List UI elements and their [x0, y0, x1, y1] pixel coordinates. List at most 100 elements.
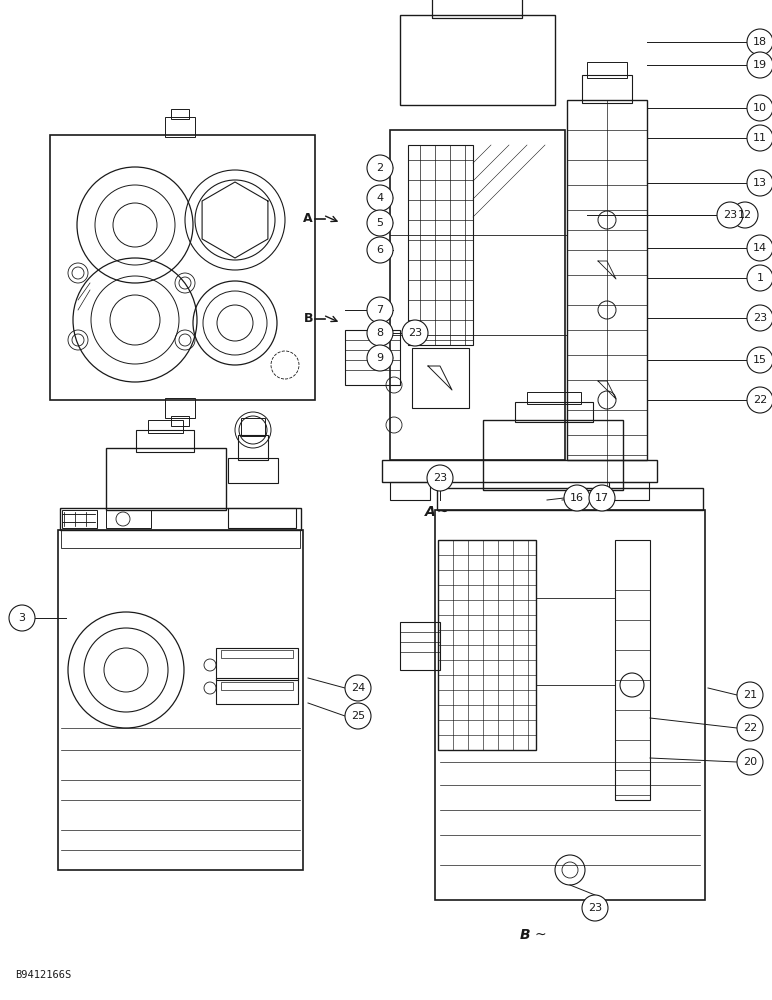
Text: 21: 21 [743, 690, 757, 700]
Circle shape [747, 125, 772, 151]
Bar [60, 508, 301, 530]
Circle shape [367, 320, 393, 346]
Text: 9: 9 [377, 353, 384, 363]
Text: 19: 19 [753, 60, 767, 70]
Bar [400, 15, 555, 105]
Text: 8: 8 [377, 328, 384, 338]
Bar [216, 678, 298, 704]
Text: 7: 7 [377, 305, 384, 315]
Text: A: A [425, 505, 435, 519]
Circle shape [747, 29, 772, 55]
Bar [62, 510, 97, 528]
Circle shape [582, 895, 608, 921]
Bar [171, 416, 189, 426]
Text: 23: 23 [433, 473, 447, 483]
Circle shape [747, 52, 772, 78]
Text: A: A [303, 213, 313, 226]
Text: ~: ~ [534, 928, 546, 942]
Bar [50, 135, 315, 400]
Bar [136, 430, 194, 452]
Text: 17: 17 [595, 493, 609, 503]
Circle shape [732, 202, 758, 228]
Circle shape [747, 95, 772, 121]
Text: 5: 5 [377, 218, 384, 228]
Bar [609, 482, 649, 500]
Text: 15: 15 [753, 355, 767, 365]
Circle shape [747, 387, 772, 413]
Text: 6: 6 [377, 245, 384, 255]
Bar [165, 398, 195, 418]
Bar [390, 130, 565, 460]
Circle shape [564, 485, 590, 511]
Bar [171, 109, 189, 119]
Text: B: B [303, 312, 313, 326]
Bar [432, 0, 522, 18]
Circle shape [345, 675, 371, 701]
Bar [412, 348, 469, 408]
Circle shape [367, 345, 393, 371]
Text: 23: 23 [408, 328, 422, 338]
Bar [390, 482, 430, 500]
Text: 22: 22 [743, 723, 757, 733]
Circle shape [345, 703, 371, 729]
Circle shape [367, 155, 393, 181]
Bar [515, 402, 593, 422]
Bar [241, 418, 265, 436]
Circle shape [367, 297, 393, 323]
Text: 4: 4 [377, 193, 384, 203]
Text: 12: 12 [738, 210, 752, 220]
Text: 23: 23 [753, 313, 767, 323]
Text: 25: 25 [351, 711, 365, 721]
Circle shape [747, 347, 772, 373]
Text: B: B [520, 928, 530, 942]
Text: 18: 18 [753, 37, 767, 47]
Text: 20: 20 [743, 757, 757, 767]
Bar [408, 145, 473, 345]
Bar [58, 530, 303, 870]
Circle shape [367, 237, 393, 263]
Bar [435, 510, 705, 900]
Bar [216, 648, 298, 680]
Text: 2: 2 [377, 163, 384, 173]
Bar [106, 510, 151, 528]
Circle shape [589, 485, 615, 511]
Circle shape [427, 465, 453, 491]
Bar [587, 62, 627, 78]
Bar [437, 488, 703, 510]
Bar [221, 650, 293, 658]
Text: ~: ~ [436, 505, 448, 519]
Text: 3: 3 [19, 613, 25, 623]
Circle shape [367, 210, 393, 236]
Bar [61, 530, 300, 548]
Bar [165, 117, 195, 137]
Bar [438, 540, 536, 750]
Circle shape [737, 682, 763, 708]
Text: 23: 23 [723, 210, 737, 220]
Circle shape [9, 605, 35, 631]
Bar [483, 420, 623, 490]
Text: 13: 13 [753, 178, 767, 188]
Circle shape [747, 265, 772, 291]
Text: 1: 1 [757, 273, 764, 283]
Bar [106, 448, 226, 510]
Bar [228, 508, 296, 528]
Circle shape [717, 202, 743, 228]
Text: 10: 10 [753, 103, 767, 113]
Bar [527, 392, 581, 404]
Bar [148, 420, 183, 433]
Bar [382, 460, 657, 482]
Circle shape [737, 715, 763, 741]
Bar [228, 458, 278, 483]
Bar [567, 100, 647, 460]
Text: 22: 22 [753, 395, 767, 405]
Circle shape [747, 170, 772, 196]
Circle shape [747, 235, 772, 261]
Text: 16: 16 [570, 493, 584, 503]
Bar [345, 330, 400, 385]
Text: 11: 11 [753, 133, 767, 143]
Bar [582, 75, 632, 103]
Text: 24: 24 [351, 683, 365, 693]
Bar [615, 540, 650, 800]
Text: B9412166S: B9412166S [15, 970, 71, 980]
Circle shape [747, 305, 772, 331]
